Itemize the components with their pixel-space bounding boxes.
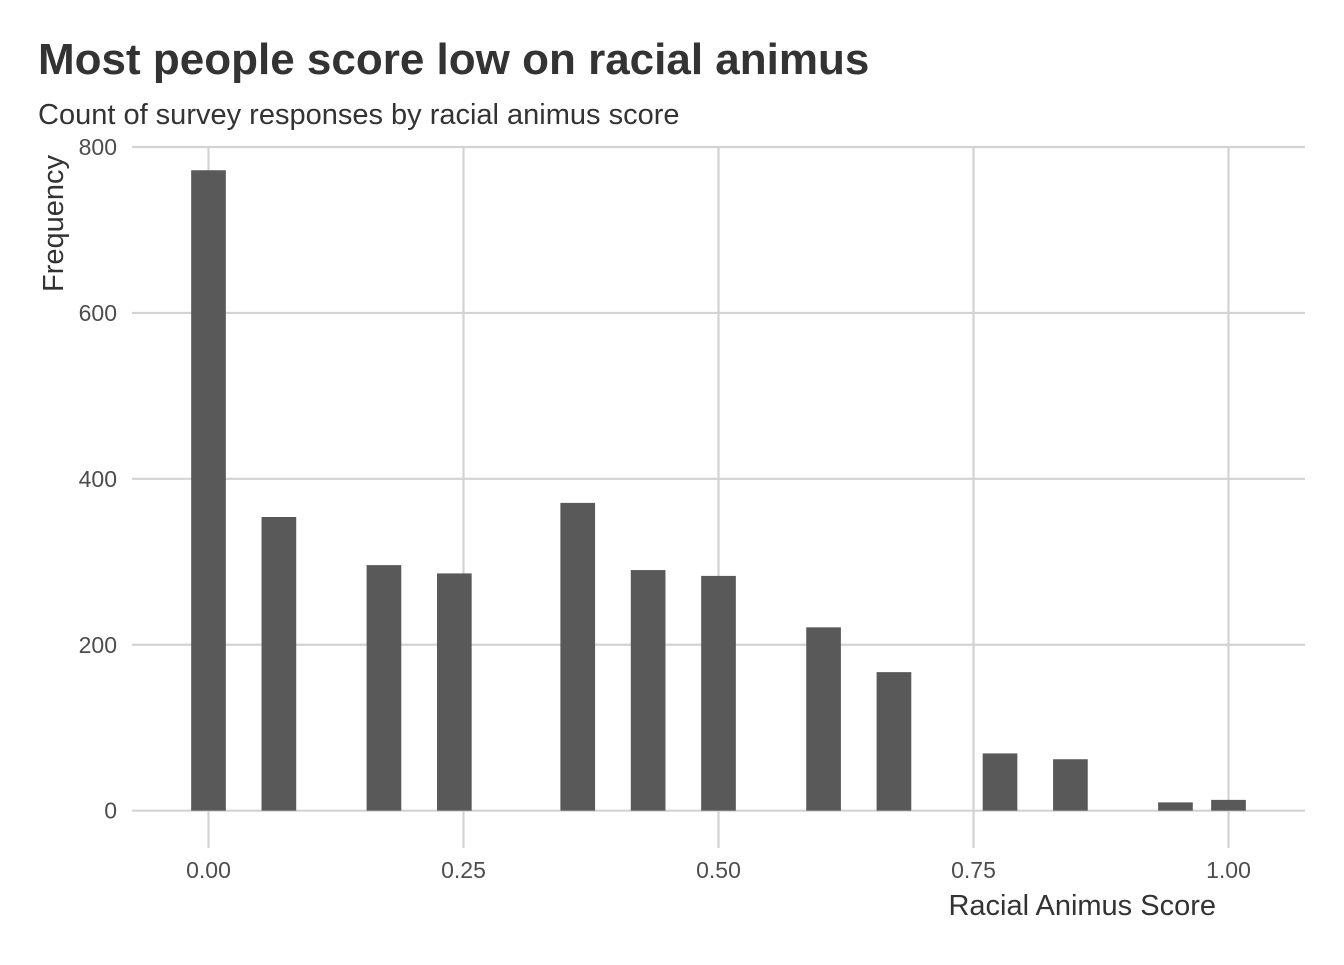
histogram-bar (261, 516, 297, 811)
x-tick-label: 1.00 (1206, 857, 1251, 883)
chart-title: Most people score low on racial animus (38, 35, 869, 84)
bar-layer (191, 170, 1246, 811)
histogram-bar (806, 627, 841, 811)
chart-subtitle: Count of survey responses by racial anim… (38, 99, 680, 131)
histogram-bar (1211, 799, 1246, 811)
y-tick-label: 0 (104, 798, 117, 824)
x-tick-label: 0.25 (441, 857, 486, 883)
x-tick-label: 0.50 (696, 857, 741, 883)
histogram-bar (630, 570, 666, 811)
histogram-bar (982, 753, 1018, 811)
x-tick-label: 0.75 (951, 857, 996, 883)
y-axis-title: Frequency (38, 155, 70, 293)
y-tick-label: 400 (79, 466, 117, 492)
histogram-bar (560, 502, 596, 811)
x-axis-title: Racial Animus Score (948, 890, 1216, 922)
histogram-bar (366, 565, 402, 811)
histogram-bar (701, 575, 736, 811)
x-tick-label: 0.00 (186, 857, 231, 883)
tick-layer: 0 200 400 600 800 0.00 0.25 0.50 0.75 1.00 (79, 134, 1251, 883)
histogram-bar (191, 170, 226, 811)
y-tick-label: 200 (79, 632, 117, 658)
histogram-bar (1158, 802, 1193, 811)
y-tick-label: 800 (79, 134, 117, 160)
histogram-bar (436, 573, 472, 811)
histogram-bar (1053, 759, 1088, 811)
y-tick-label: 600 (79, 300, 117, 326)
histogram-bar (876, 672, 912, 811)
